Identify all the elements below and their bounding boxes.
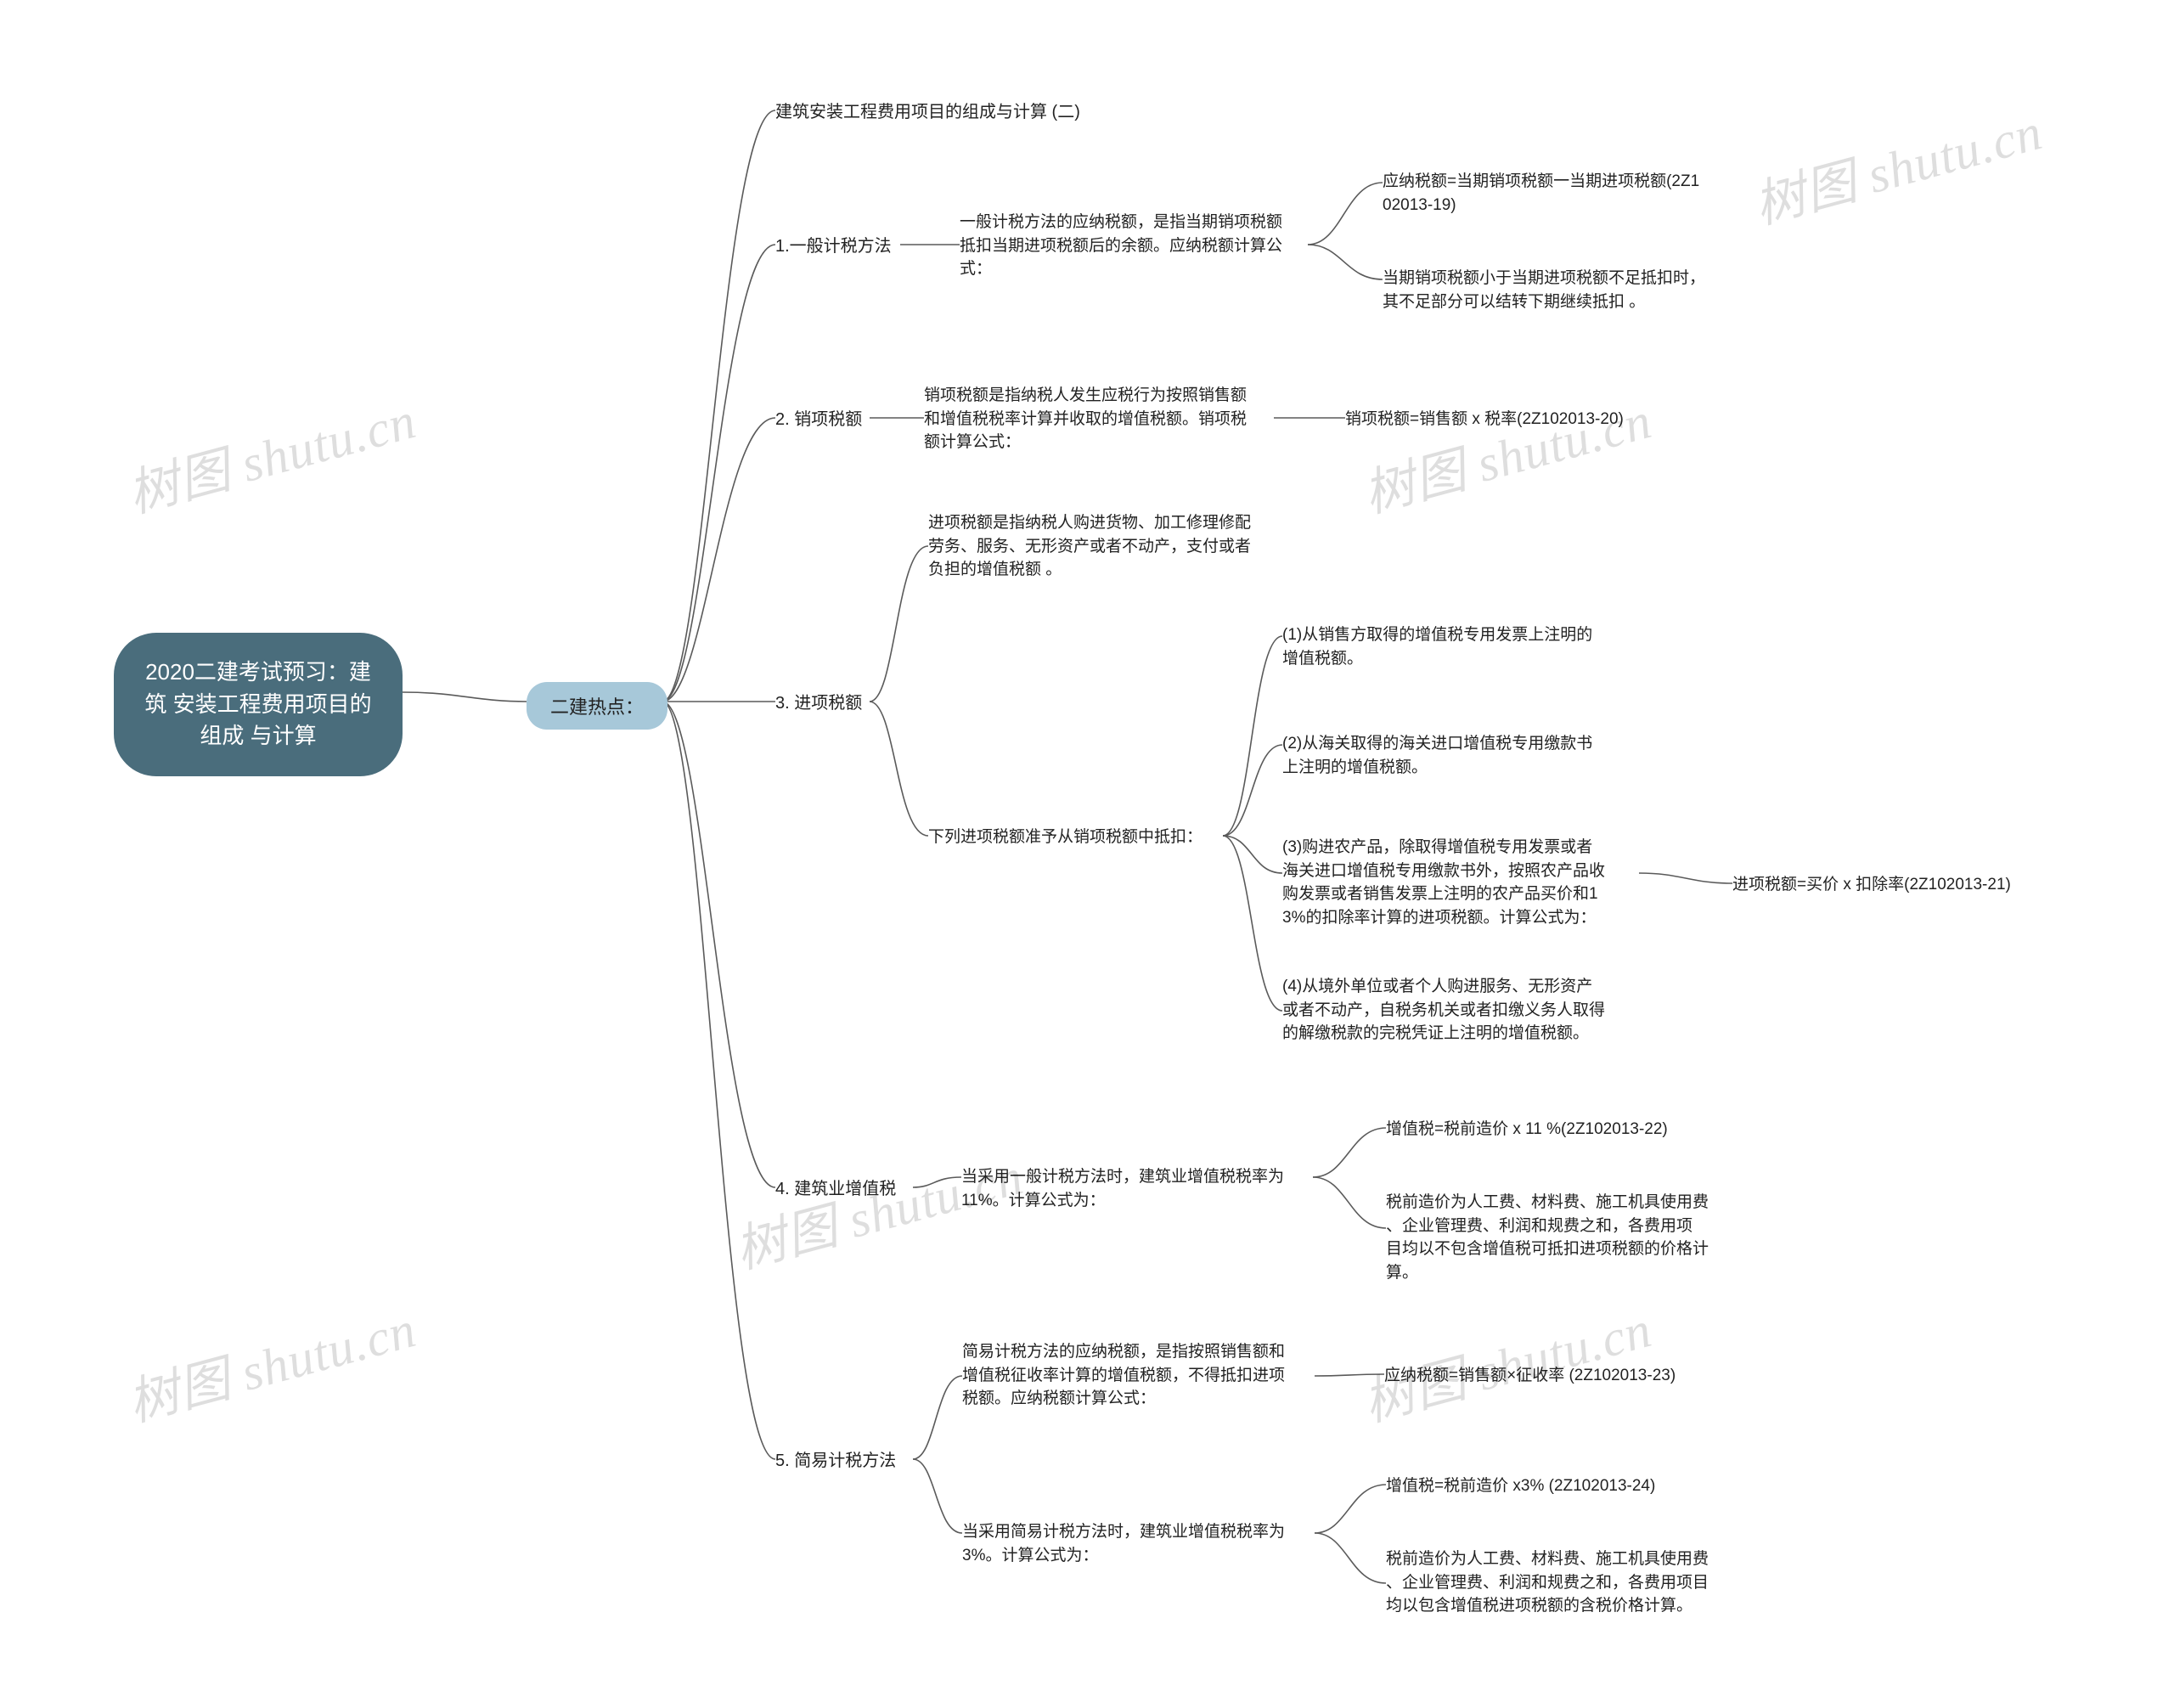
- n4-child-0: 增值税=税前造价 x 11 %(2Z102013-22): [1386, 1118, 1668, 1141]
- header-node: 建筑安装工程费用项目的组成与计算 (二): [775, 100, 1080, 125]
- n1-child-0: 应纳税额=当期销项税额一当期进项税额(2Z1 02013-19): [1383, 170, 1739, 217]
- watermark: 树图 shutu.cn: [1355, 379, 1659, 527]
- watermark: 树图 shutu.cn: [1745, 90, 2049, 238]
- n4-label: 4. 建筑业增值税: [775, 1177, 896, 1202]
- n3-item-3: (4)从境外单位或者个人购进服务、无形资产 或者不动产，自税务机关或者扣缴义务人…: [1282, 975, 1639, 1046]
- n4-desc: 当采用一般计税方法时，建筑业增值税税率为 11%。计算公式为：: [961, 1165, 1318, 1212]
- n3-list-label: 下列进项税额准予从销项税额中抵扣：: [928, 826, 1202, 849]
- n1-label: 1.一般计税方法: [775, 234, 892, 259]
- n5-row2-desc: 当采用简易计税方法时，建筑业增值税税率为 3%。计算公式为：: [962, 1520, 1319, 1567]
- n3-item-2: (3)购进农产品，除取得增值税专用发票或者 海关进口增值税专用缴款书外，按照农产…: [1282, 836, 1639, 929]
- n1-desc: 一般计税方法的应纳税额，是指当期销项税额 抵扣当期进项税额后的余额。应纳税额计算…: [960, 211, 1316, 281]
- n5-row2-child-0: 增值税=税前造价 x3% (2Z102013-24): [1386, 1474, 1655, 1498]
- mindmap-canvas: 2020二建考试预习：建筑 安装工程费用项目的组成 与计算 二建热点： 建筑安装…: [0, 0, 2174, 1708]
- n2-label: 2. 销项税额: [775, 408, 862, 432]
- n2-desc: 销项税额是指纳税人发生应税行为按照销售额 和增值税税率计算并收取的增值税额。销项…: [924, 384, 1281, 454]
- n1-child-1: 当期销项税额小于当期进项税额不足抵扣时， 其不足部分可以结转下期继续抵扣 。: [1383, 267, 1739, 313]
- n2-child-0: 销项税额=销售额 x 税率(2Z102013-20): [1345, 408, 1624, 431]
- watermark: 树图 shutu.cn: [119, 379, 423, 527]
- root-node: 2020二建考试预习：建筑 安装工程费用项目的组成 与计算: [114, 633, 403, 776]
- watermark: 树图 shutu.cn: [1355, 1288, 1659, 1435]
- n5-row1-desc: 简易计税方法的应纳税额，是指按照销售额和 增值税征收率计算的增值税额，不得抵扣进…: [962, 1340, 1319, 1411]
- n5-row1-child: 应纳税额=销售额×征收率 (2Z102013-23): [1384, 1364, 1676, 1388]
- n5-row2-child-1: 税前造价为人工费、材料费、施工机具使用费 、企业管理费、利润和规费之和，各费用项…: [1386, 1547, 1743, 1618]
- n4-child-1: 税前造价为人工费、材料费、施工机具使用费 、企业管理费、利润和规费之和，各费用项…: [1386, 1191, 1743, 1284]
- hot-topic-node: 二建热点：: [527, 682, 667, 730]
- n5-label: 5. 简易计税方法: [775, 1449, 896, 1474]
- n3-label: 3. 进项税额: [775, 691, 862, 716]
- n3-item-0: (1)从销售方取得的增值税专用发票上注明的 增值税额。: [1282, 623, 1639, 670]
- n3-item-2-child: 进项税额=买价 x 扣除率(2Z102013-21): [1732, 873, 2011, 897]
- watermark: 树图 shutu.cn: [119, 1288, 423, 1435]
- n3-intro: 进项税额是指纳税人购进货物、加工修理修配 劳务、服务、无形资产或者不动产，支付或…: [928, 511, 1285, 582]
- n3-item-1: (2)从海关取得的海关进口增值税专用缴款书 上注明的增值税额。: [1282, 732, 1639, 779]
